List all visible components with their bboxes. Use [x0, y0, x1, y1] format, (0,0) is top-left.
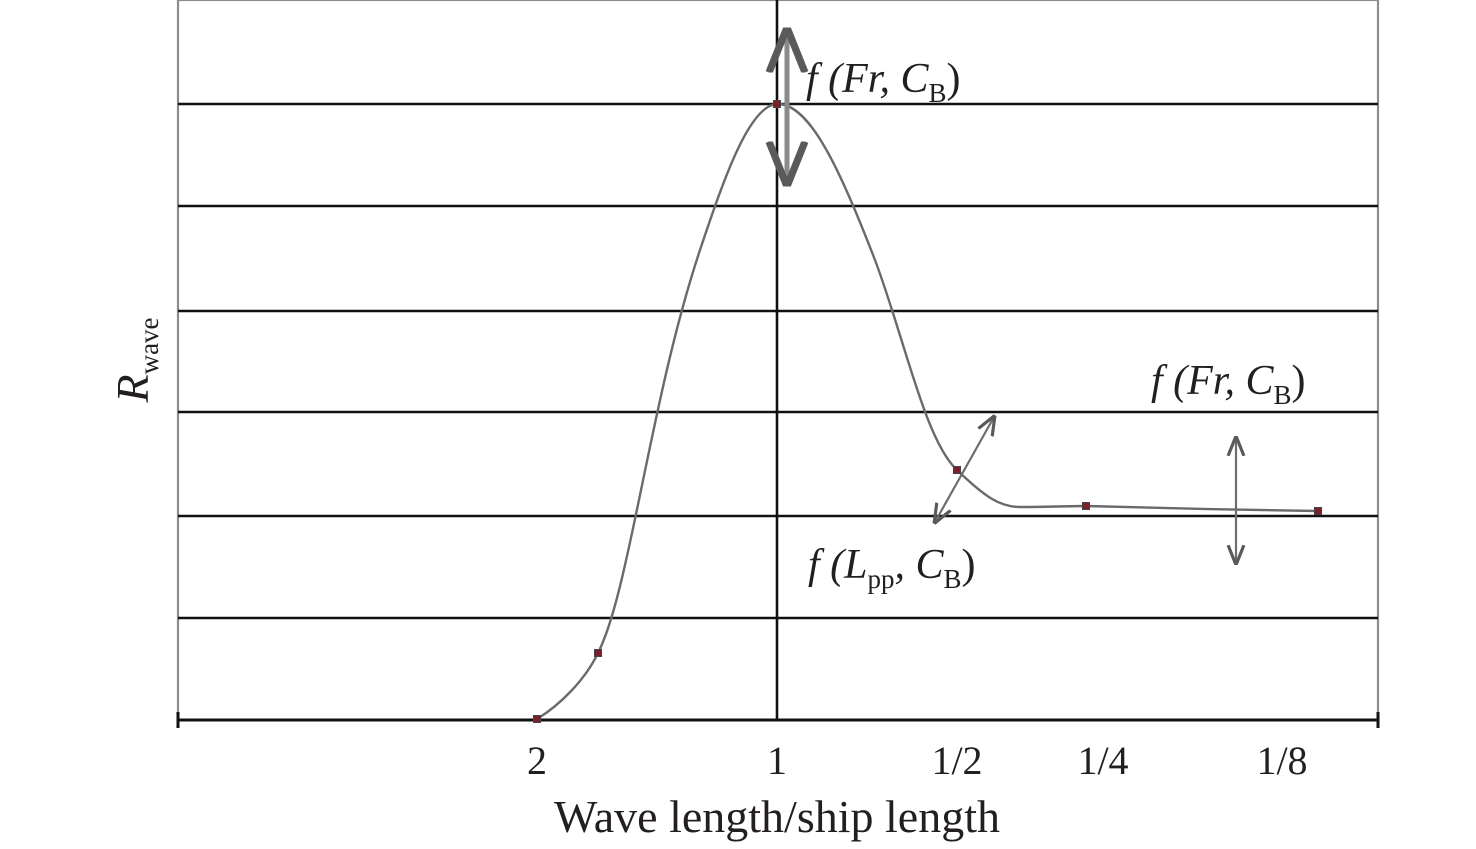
x-tick-labels: 2 1 1/2 1/4 1/8	[527, 738, 1308, 783]
x-tick-label-3: 1/2	[931, 738, 982, 783]
data-point-5	[1082, 502, 1090, 510]
annotation-tail: f (Fr, CB)	[1151, 358, 1306, 410]
data-point-4	[953, 466, 961, 474]
data-point-3	[773, 100, 781, 108]
x-axis-label: Wave length/ship length	[554, 791, 1000, 842]
annotation-peak: f (Fr, CB)	[806, 56, 961, 108]
data-point-1	[533, 715, 541, 723]
data-point-6	[1314, 507, 1322, 515]
series-line	[536, 102, 1319, 721]
data-point-2	[594, 649, 602, 657]
arrow-diagonal	[935, 417, 994, 522]
y-axis-label: Rwave	[107, 317, 164, 403]
annotation-shoulder: f (Lpp, CB)	[808, 542, 976, 594]
x-tick-label-5: 1/8	[1256, 738, 1307, 783]
x-tick-label-4: 1/4	[1077, 738, 1128, 783]
x-tick-label-2: 1	[767, 738, 787, 783]
x-tick-label-1: 2	[527, 738, 547, 783]
